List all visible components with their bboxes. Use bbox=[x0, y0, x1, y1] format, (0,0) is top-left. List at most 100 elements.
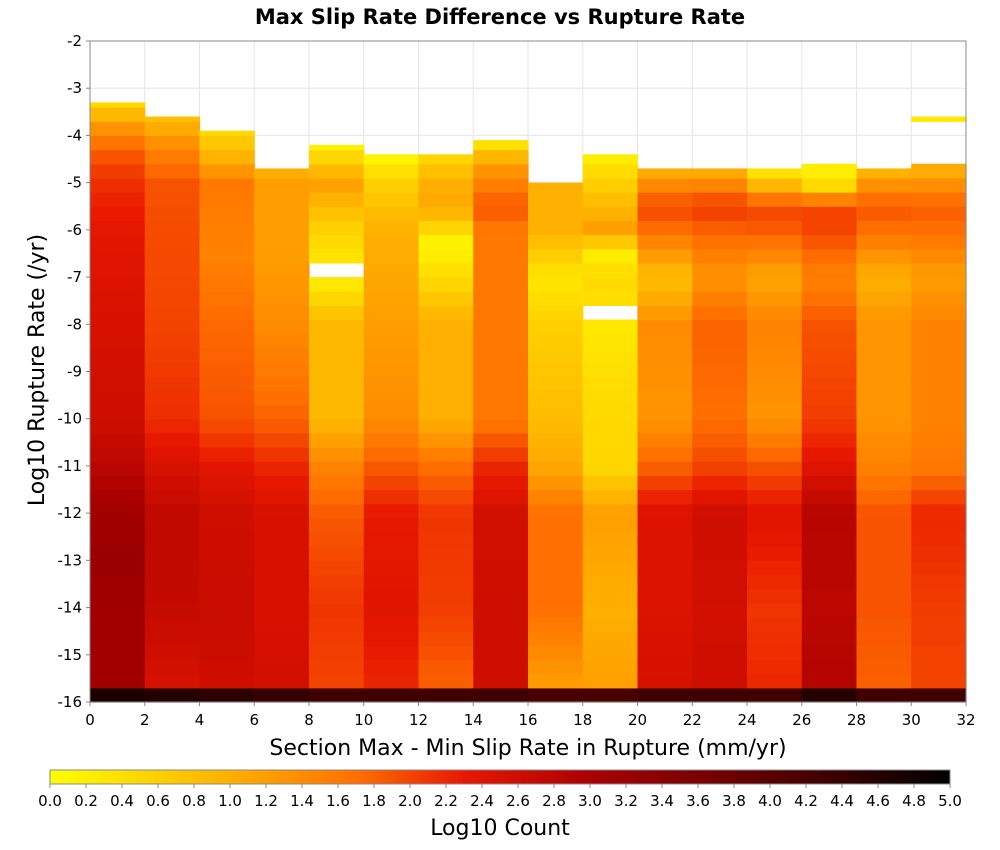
heatmap-cell bbox=[582, 489, 639, 505]
heatmap-cell bbox=[473, 248, 529, 264]
heatmap-cell bbox=[747, 404, 803, 420]
heatmap-cell bbox=[473, 234, 529, 250]
heatmap-cell bbox=[254, 560, 310, 576]
heatmap-cell bbox=[528, 617, 584, 632]
heatmap-cell bbox=[418, 163, 474, 179]
colorbar-tick-label: 1.2 bbox=[254, 792, 278, 810]
heatmap-cell bbox=[309, 305, 365, 321]
heatmap-cell bbox=[309, 177, 365, 193]
heatmap-cell bbox=[254, 447, 310, 462]
heatmap-cell bbox=[418, 489, 474, 505]
heatmap-cell bbox=[582, 220, 639, 236]
heatmap-cell bbox=[747, 617, 803, 632]
heatmap-cell bbox=[801, 291, 858, 306]
heatmap-cell bbox=[528, 489, 584, 505]
heatmap-cell bbox=[309, 503, 365, 519]
heatmap-cell bbox=[199, 645, 255, 661]
heatmap-cell bbox=[363, 588, 420, 604]
heatmap-cell bbox=[90, 532, 146, 547]
heatmap-cell bbox=[582, 192, 639, 207]
heatmap-cell bbox=[254, 461, 310, 476]
heatmap-cell bbox=[528, 291, 584, 306]
heatmap-cell bbox=[473, 347, 529, 363]
heatmap-cell bbox=[747, 447, 803, 462]
heatmap-cell bbox=[418, 432, 474, 448]
heatmap-cell bbox=[747, 475, 803, 491]
heatmap-cell bbox=[199, 461, 255, 476]
heatmap-cell bbox=[692, 631, 748, 646]
heatmap-cell bbox=[254, 220, 310, 236]
heatmap-cell bbox=[637, 220, 693, 236]
heatmap-cell bbox=[418, 319, 474, 335]
heatmap-cell bbox=[144, 277, 201, 292]
heatmap-cell bbox=[418, 532, 474, 547]
heatmap-cell bbox=[144, 503, 201, 519]
heatmap-cell bbox=[363, 447, 420, 462]
heatmap-cell bbox=[856, 220, 912, 236]
heatmap-cell bbox=[199, 475, 255, 491]
heatmap-cell bbox=[363, 517, 420, 533]
heatmap-cell bbox=[911, 248, 967, 264]
heatmap-cell bbox=[856, 347, 912, 363]
y-tick-label: -14 bbox=[58, 599, 83, 617]
heatmap-cell bbox=[418, 673, 474, 689]
heatmap-cell bbox=[911, 461, 967, 476]
heatmap-cell bbox=[692, 687, 748, 703]
heatmap-cell bbox=[528, 517, 584, 533]
heatmap-cell bbox=[473, 390, 529, 406]
heatmap-cell bbox=[309, 687, 365, 703]
heatmap-cell bbox=[418, 347, 474, 363]
heatmap-cell bbox=[90, 107, 146, 122]
heatmap-cell bbox=[856, 560, 912, 576]
heatmap-cell bbox=[363, 390, 420, 406]
heatmap-cell bbox=[90, 121, 146, 137]
heatmap-cell bbox=[911, 659, 967, 675]
heatmap-cell bbox=[144, 220, 201, 236]
heatmap-cell bbox=[692, 432, 748, 448]
heatmap-cell bbox=[692, 291, 748, 306]
y-tick-labels: -2 -3 -4 -5 -6 -7 -8 -9 -10 -11 -12 -13 -14 -15 -16 bbox=[58, 32, 90, 711]
heatmap-cell bbox=[856, 319, 912, 335]
heatmap-cell bbox=[199, 546, 255, 561]
heatmap-cell bbox=[254, 617, 310, 632]
heatmap-cell bbox=[856, 234, 912, 250]
heatmap-cell bbox=[856, 362, 912, 377]
heatmap-cell bbox=[199, 432, 255, 448]
heatmap-cell bbox=[90, 602, 146, 618]
heatmap-cell bbox=[363, 319, 420, 335]
heatmap-cell bbox=[582, 206, 639, 222]
heatmap-cell bbox=[473, 404, 529, 420]
heatmap-cell bbox=[473, 192, 529, 207]
heatmap-cell bbox=[473, 617, 529, 632]
heatmap-cell bbox=[801, 376, 858, 391]
heatmap-cell bbox=[747, 687, 803, 703]
heatmap-cell bbox=[692, 347, 748, 363]
heatmap-cell bbox=[856, 305, 912, 321]
heatmap-cell bbox=[692, 220, 748, 236]
heatmap-cell bbox=[199, 588, 255, 604]
heatmap-cell bbox=[199, 404, 255, 420]
heatmap-cell bbox=[911, 177, 967, 193]
heatmap-cell bbox=[637, 390, 693, 406]
heatmap-cell bbox=[637, 631, 693, 646]
y-tick-label: -7 bbox=[67, 268, 82, 286]
heatmap-cell bbox=[801, 489, 858, 505]
heatmap-cell bbox=[254, 418, 310, 434]
heatmap-cell bbox=[473, 602, 529, 618]
heatmap-cell bbox=[856, 574, 912, 590]
heatmap-cell bbox=[582, 347, 639, 363]
heatmap-cell bbox=[363, 489, 420, 505]
heatmap-cell bbox=[418, 475, 474, 491]
x-tick-label: 18 bbox=[573, 711, 592, 729]
heatmap-cell bbox=[747, 362, 803, 377]
heatmap-cell bbox=[856, 168, 912, 179]
heatmap-cell bbox=[582, 461, 639, 476]
heatmap-cell bbox=[801, 602, 858, 618]
heatmap-cell bbox=[747, 673, 803, 689]
heatmap-cell bbox=[418, 659, 474, 675]
heatmap-cell bbox=[801, 645, 858, 661]
heatmap-cell bbox=[637, 517, 693, 533]
heatmap-cell bbox=[309, 144, 365, 151]
heatmap-cell bbox=[747, 347, 803, 363]
heatmap-cell bbox=[582, 234, 639, 250]
